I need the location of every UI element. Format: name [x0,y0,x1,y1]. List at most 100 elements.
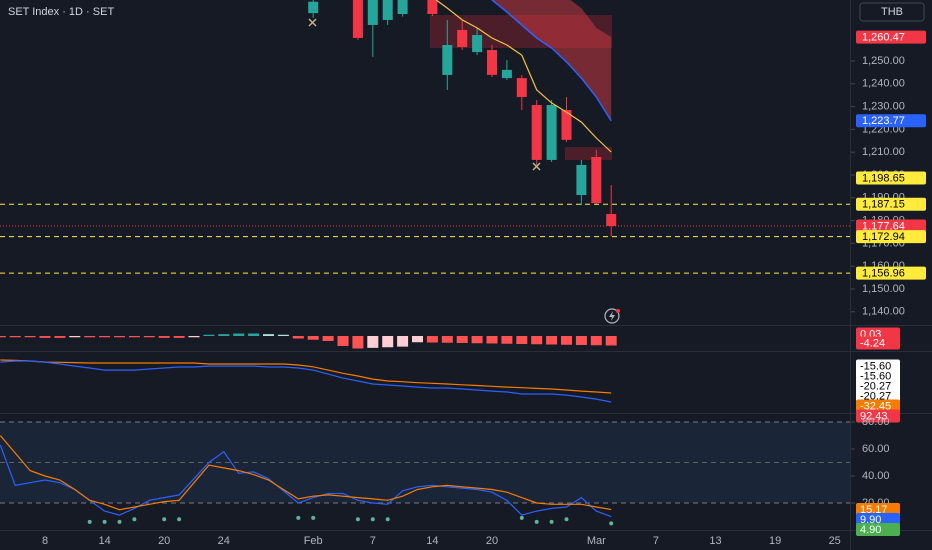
price-tag [856,197,926,211]
candle-body [487,50,497,75]
histogram-bar [143,336,155,338]
icon[interactable] [604,308,620,324]
value-tag [856,399,900,413]
price-tag-label: 1,187.15 [862,199,905,211]
signal-dot [296,515,301,520]
histogram-bar [426,336,438,343]
band-area [492,0,612,121]
histogram-bar [114,336,125,338]
band-lower-line [491,0,612,122]
histogram-bar [590,336,602,346]
price-tag [856,230,926,244]
marker [308,18,317,27]
indicator-line [0,444,612,518]
icon[interactable] [616,309,620,313]
price-tag [856,171,926,185]
indicator-line [0,360,612,403]
signal-dot [117,519,122,524]
value-tag-label: -20.27 [860,390,891,402]
histogram-bar [322,336,334,341]
value-tag [856,513,900,527]
signal-dot [519,515,524,520]
value-tag-label: -32.45 [860,400,891,412]
price-tag-label: 1,172.94 [862,231,905,243]
currency[interactable]: THB [881,6,903,18]
histogram-bar [561,336,572,345]
indicator-line [0,359,612,394]
value-tag-label: 92.43 [860,410,888,422]
histogram-bar [382,336,394,348]
price-tag-label: 1,156.96 [862,268,905,280]
value-tag [856,369,900,383]
histogram-bar [337,336,349,346]
x-tick-label: 7 [653,535,659,547]
candle-body [367,0,378,25]
x-tick-label: 24 [218,535,230,547]
candle-body [472,34,483,53]
histogram-bar [158,336,170,338]
signal-dot [609,521,614,526]
chart-title: SET Index · 1D · SET [8,6,114,18]
currency-box[interactable] [859,2,925,22]
y-tick-label: 1,240.00 [862,78,905,90]
value-tag-label: -15.60 [860,360,891,372]
value-tag-label: 15.17 [860,504,888,516]
value-tag-label: -4.24 [860,337,885,349]
value-tag [856,503,900,517]
marker [532,162,541,171]
histogram-bar [173,336,185,338]
candle-body [546,104,557,160]
histogram-bar [546,336,558,345]
x-tick-label: Mar [587,535,606,547]
candle-body [561,110,572,140]
histogram-bar [501,336,513,344]
signal-dot [177,517,182,522]
value-tag [856,389,900,403]
y-tick-label: 60.00 [862,443,890,455]
signal-dot [87,519,92,524]
value-tag-label: 4.90 [860,524,881,536]
price-tag [856,114,926,128]
price-tag-label: 1,198.65 [862,172,905,184]
x-tick-label: 7 [370,535,376,547]
y-tick-label: 40.00 [862,470,890,482]
histogram-bar [0,336,6,338]
histogram-pane [0,333,617,349]
histogram-bar [54,336,66,338]
y-tick-label: 1,140.00 [862,306,905,318]
icon[interactable] [609,311,615,321]
histogram-bar [352,336,364,349]
value-tag [856,379,900,393]
flash-icon[interactable] [604,308,620,324]
x-tick-label: 8 [42,535,48,547]
y-tick-label: 1,150.00 [862,283,905,295]
x-tick-label: 14 [98,535,110,547]
histogram-bar [367,336,379,348]
signal-dot [534,519,539,524]
x-tick-label: 20 [158,535,170,547]
signal-dot [162,517,167,522]
candle-body [382,0,393,20]
y-tick-label: 1,250.00 [862,55,905,67]
value-tag [856,523,900,537]
value-tag-label: -20.27 [860,380,891,392]
histogram-bar [188,336,200,338]
signal-dot [549,519,554,524]
zone [565,147,612,160]
histogram-bar [486,336,498,344]
histogram-bar [203,334,215,336]
histogram-bar [531,336,543,345]
y-tick-label: 1,230.00 [862,100,905,112]
value-tag [856,336,900,350]
signal-dot [311,515,316,520]
histogram-bar [99,336,111,338]
x-tick-label: Feb [304,535,323,547]
candle-body [397,0,408,15]
value-tag [856,359,900,373]
y-tick-label: 1,210.00 [862,146,905,158]
candle-body [442,45,453,75]
oscillator-pane [0,359,612,403]
histogram-bar [441,336,453,343]
histogram-bar [233,333,245,336]
candle-body [457,29,468,48]
